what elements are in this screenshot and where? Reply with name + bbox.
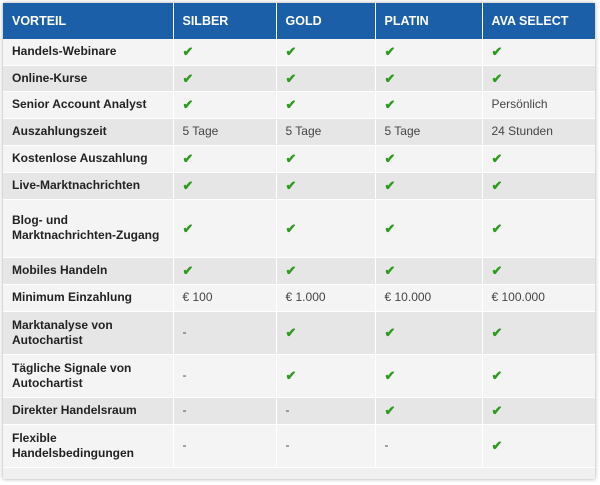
table-cell: - — [173, 311, 277, 355]
table-cell: 5 Tage — [173, 118, 277, 146]
header-ava-select: AVA SELECT — [482, 3, 595, 39]
table-cell: Persönlich — [482, 91, 595, 119]
check-icon: ✔ — [173, 145, 277, 173]
row-label: Flexible Handelsbedingungen — [3, 424, 174, 468]
comparison-table-container: VORTEIL SILBER GOLD PLATIN AVA SELECT Ha… — [3, 3, 595, 479]
check-icon: ✔ — [375, 91, 483, 119]
check-icon: ✔ — [482, 311, 595, 355]
table-row: Blog- und Marktnachrichten-Zugang ✔ ✔ ✔ ✔ — [3, 199, 595, 258]
row-label: Online-Kurse — [3, 65, 174, 92]
table-cell: 24 Stunden — [482, 118, 595, 146]
table-row: Tägliche Signale von Autochartist - ✔ ✔ ✔ — [3, 354, 595, 398]
table-cell: € 100.000 — [482, 284, 595, 312]
header-silber: SILBER — [173, 3, 277, 39]
row-label: Handels-Webinare — [3, 39, 174, 66]
table-row: Direkter Handelsraum - - ✔ ✔ — [3, 397, 595, 425]
check-icon: ✔ — [375, 39, 483, 66]
table-row: Flexible Handelsbedingungen - - - ✔ — [3, 424, 595, 468]
check-icon: ✔ — [482, 39, 595, 66]
table-row: Marktanalyse von Autochartist - ✔ ✔ ✔ — [3, 311, 595, 355]
row-label: Auszahlungszeit — [3, 118, 174, 146]
account-comparison-table: VORTEIL SILBER GOLD PLATIN AVA SELECT Ha… — [3, 3, 595, 468]
table-row: Handels-Webinare ✔ ✔ ✔ ✔ — [3, 39, 595, 66]
row-label: Kostenlose Auszahlung — [3, 145, 174, 173]
table-row: Mobiles Handeln ✔ ✔ ✔ ✔ — [3, 257, 595, 285]
check-icon: ✔ — [482, 199, 595, 258]
table-cell: - — [173, 354, 277, 398]
check-icon: ✔ — [375, 397, 483, 425]
check-icon: ✔ — [375, 354, 483, 398]
table-cell: - — [375, 424, 483, 468]
row-label: Blog- und Marktnachrichten-Zugang — [3, 199, 174, 258]
check-icon: ✔ — [173, 199, 277, 258]
header-row: VORTEIL SILBER GOLD PLATIN AVA SELECT — [3, 3, 595, 39]
check-icon: ✔ — [482, 145, 595, 173]
table-row: Auszahlungszeit 5 Tage 5 Tage 5 Tage 24 Stun… — [3, 118, 595, 146]
table-cell: € 100 — [173, 284, 277, 312]
table-cell: - — [276, 424, 376, 468]
row-label: Minimum Einzahlung — [3, 284, 174, 312]
check-icon: ✔ — [276, 39, 376, 66]
check-icon: ✔ — [173, 257, 277, 285]
check-icon: ✔ — [276, 257, 376, 285]
check-icon: ✔ — [375, 65, 483, 92]
check-icon: ✔ — [482, 172, 595, 200]
check-icon: ✔ — [482, 257, 595, 285]
check-icon: ✔ — [375, 311, 483, 355]
check-icon: ✔ — [482, 65, 595, 92]
check-icon: ✔ — [173, 172, 277, 200]
row-label: Live-Marktnachrichten — [3, 172, 174, 200]
table-row: Minimum Einzahlung € 100 € 1.000 € 10.000 € … — [3, 284, 595, 312]
check-icon: ✔ — [276, 91, 376, 119]
row-label: Mobiles Handeln — [3, 257, 174, 285]
table-cell: - — [173, 424, 277, 468]
table-cell: € 10.000 — [375, 284, 483, 312]
check-icon: ✔ — [276, 65, 376, 92]
check-icon: ✔ — [173, 39, 277, 66]
row-label: Marktanalyse von Autochartist — [3, 311, 174, 355]
table-row: Senior Account Analyst ✔ ✔ ✔ Persönlich — [3, 91, 595, 119]
check-icon: ✔ — [276, 311, 376, 355]
table-cell: 5 Tage — [375, 118, 483, 146]
table-row: Live-Marktnachrichten ✔ ✔ ✔ ✔ — [3, 172, 595, 200]
check-icon: ✔ — [173, 91, 277, 119]
table-body: Handels-Webinare ✔ ✔ ✔ ✔ Online-Kurse ✔ ✔ ✔ ✔ Seni… — [3, 39, 595, 468]
row-label: Tägliche Signale von Autochartist — [3, 354, 174, 398]
table-cell: 5 Tage — [276, 118, 376, 146]
table-row: Online-Kurse ✔ ✔ ✔ ✔ — [3, 65, 595, 92]
header-vorteil: VORTEIL — [3, 3, 174, 39]
table-cell: € 1.000 — [276, 284, 376, 312]
table-row: Kostenlose Auszahlung ✔ ✔ ✔ ✔ — [3, 145, 595, 173]
check-icon: ✔ — [173, 65, 277, 92]
check-icon: ✔ — [276, 145, 376, 173]
check-icon: ✔ — [375, 257, 483, 285]
check-icon: ✔ — [482, 354, 595, 398]
header-gold: GOLD — [276, 3, 376, 39]
header-platin: PLATIN — [375, 3, 483, 39]
check-icon: ✔ — [276, 199, 376, 258]
check-icon: ✔ — [482, 424, 595, 468]
table-cell: - — [173, 397, 277, 425]
row-label: Senior Account Analyst — [3, 91, 174, 119]
check-icon: ✔ — [276, 354, 376, 398]
row-label: Direkter Handelsraum — [3, 397, 174, 425]
check-icon: ✔ — [375, 145, 483, 173]
check-icon: ✔ — [482, 397, 595, 425]
check-icon: ✔ — [375, 199, 483, 258]
check-icon: ✔ — [375, 172, 483, 200]
table-cell: - — [276, 397, 376, 425]
check-icon: ✔ — [276, 172, 376, 200]
